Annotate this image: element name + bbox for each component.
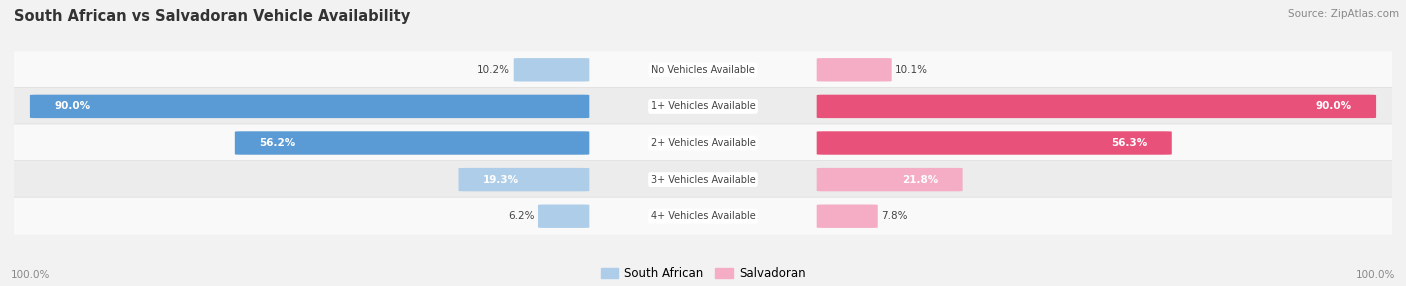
Text: 10.1%: 10.1% — [896, 65, 928, 75]
FancyBboxPatch shape — [817, 95, 1376, 118]
Text: No Vehicles Available: No Vehicles Available — [651, 65, 755, 75]
FancyBboxPatch shape — [0, 197, 1406, 235]
FancyBboxPatch shape — [30, 95, 589, 118]
Text: 100.0%: 100.0% — [1355, 270, 1395, 280]
FancyBboxPatch shape — [0, 87, 1406, 126]
Text: 2+ Vehicles Available: 2+ Vehicles Available — [651, 138, 755, 148]
FancyBboxPatch shape — [458, 168, 589, 191]
FancyBboxPatch shape — [0, 160, 1406, 199]
FancyBboxPatch shape — [0, 51, 1406, 89]
Text: 56.2%: 56.2% — [259, 138, 295, 148]
FancyBboxPatch shape — [538, 204, 589, 228]
Text: 56.3%: 56.3% — [1111, 138, 1147, 148]
Text: Source: ZipAtlas.com: Source: ZipAtlas.com — [1288, 9, 1399, 19]
Text: 90.0%: 90.0% — [1316, 102, 1353, 111]
Text: 10.2%: 10.2% — [477, 65, 510, 75]
FancyBboxPatch shape — [513, 58, 589, 82]
Text: 1+ Vehicles Available: 1+ Vehicles Available — [651, 102, 755, 111]
Text: South African vs Salvadoran Vehicle Availability: South African vs Salvadoran Vehicle Avai… — [14, 9, 411, 23]
Legend: South African, Salvadoran: South African, Salvadoran — [600, 267, 806, 280]
FancyBboxPatch shape — [235, 131, 589, 155]
FancyBboxPatch shape — [817, 204, 877, 228]
Text: 19.3%: 19.3% — [482, 175, 519, 184]
Text: 100.0%: 100.0% — [11, 270, 51, 280]
Text: 90.0%: 90.0% — [53, 102, 90, 111]
Text: 7.8%: 7.8% — [882, 211, 908, 221]
FancyBboxPatch shape — [817, 168, 963, 191]
Text: 4+ Vehicles Available: 4+ Vehicles Available — [651, 211, 755, 221]
FancyBboxPatch shape — [817, 58, 891, 82]
Text: 3+ Vehicles Available: 3+ Vehicles Available — [651, 175, 755, 184]
FancyBboxPatch shape — [817, 131, 1171, 155]
Text: 6.2%: 6.2% — [508, 211, 534, 221]
FancyBboxPatch shape — [0, 124, 1406, 162]
Text: 21.8%: 21.8% — [903, 175, 939, 184]
